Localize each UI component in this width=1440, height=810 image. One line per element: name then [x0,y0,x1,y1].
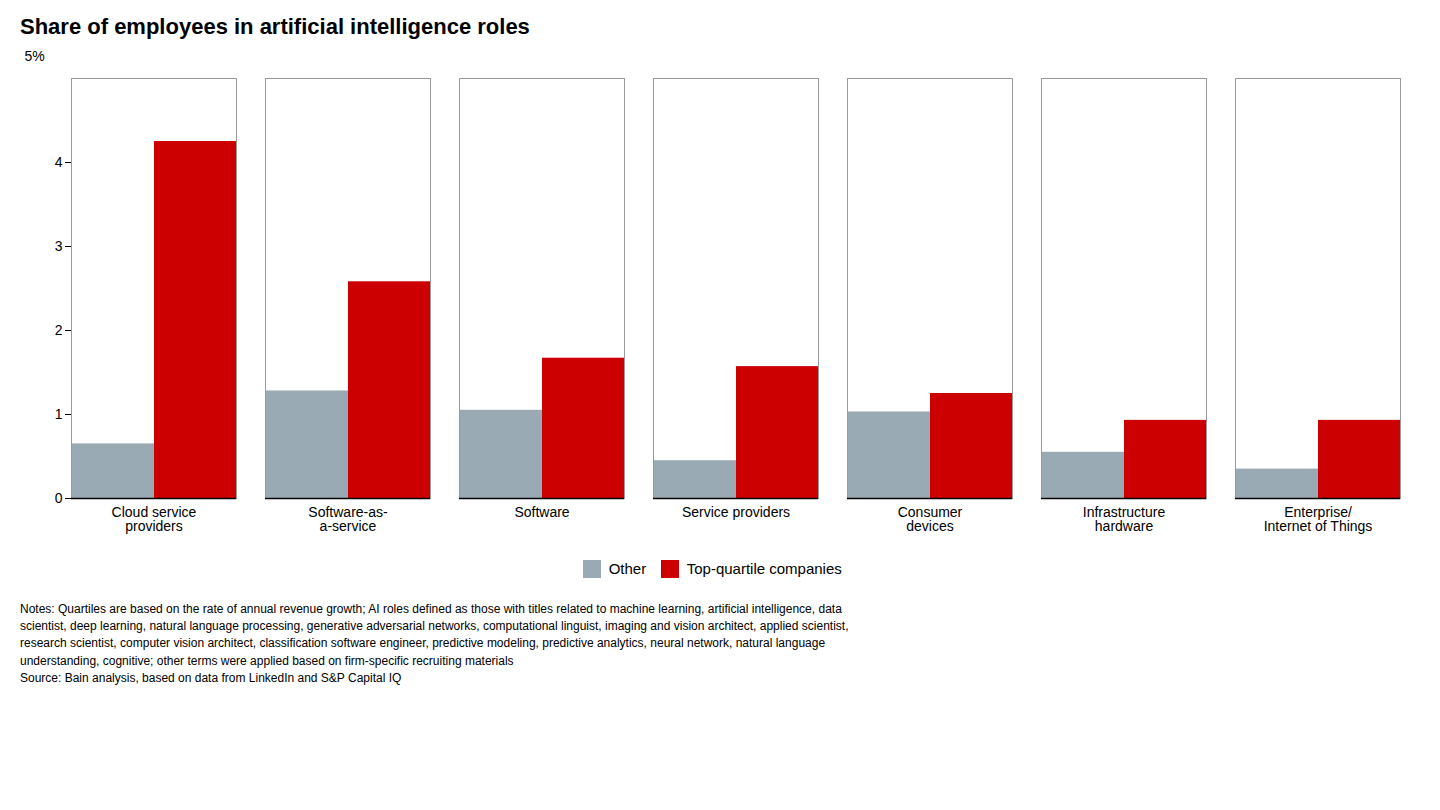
html-text:research scientist, computer v: research scientist, computer vision arch… [20,636,826,651]
svg-text:2: 2 [55,322,63,338]
svg-text:Enterprise/Internet of Things: Enterprise/Internet of Things [1264,504,1373,534]
svg-text:3: 3 [55,238,63,254]
svg-text:Cloud serviceproviders: Cloud serviceproviders [112,504,197,534]
svg-text:Consumerdevices: Consumerdevices [898,504,963,534]
svg-text:5%: 5% [25,48,45,64]
svg-text:Service providers: Service providers [682,504,790,520]
svg-text:1: 1 [55,406,63,422]
svg-text:Infrastructurehardware: Infrastructurehardware [1083,504,1166,534]
html-text:Source: Bain analysis, based o: Source: Bain analysis, based on data fro… [20,671,402,686]
html-text:Other: Other [608,560,647,577]
html-text:Notes: Quartiles are based on: Notes: Quartiles are based on the rate o… [20,601,842,616]
svg-text:Software-as-a-service: Software-as-a-service [308,504,388,534]
html-text:Share of employees in artifici: Share of employees in artificial intelli… [20,14,530,39]
svg-text:Software: Software [514,504,569,520]
html-text:understanding, cognitive; othe: understanding, cognitive; other terms we… [20,653,514,668]
html-text:Top-quartile companies: Top-quartile companies [686,560,842,577]
svg-text:0: 0 [55,490,63,506]
svg-text:4: 4 [55,154,63,170]
html-text:scientist, deep learning, natu: scientist, deep learning, natural langua… [20,618,849,633]
